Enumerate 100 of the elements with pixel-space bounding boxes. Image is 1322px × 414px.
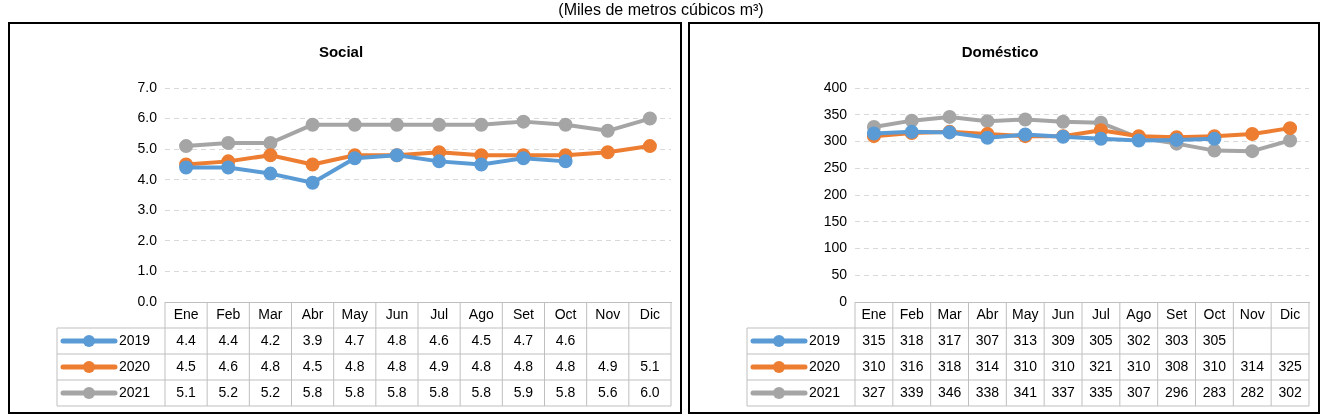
- data-label: 5.8: [429, 383, 450, 400]
- data-label: 5.6: [598, 383, 618, 400]
- data-label: 4.8: [471, 357, 492, 374]
- x-tick-label: May: [1012, 306, 1039, 323]
- x-tick-label: Jul: [430, 306, 449, 323]
- data-label: 318: [937, 357, 962, 374]
- data-label: 5.2: [260, 383, 281, 400]
- text: (Miles de metros cúbicos m³): [557, 0, 765, 20]
- chart-title: Social: [318, 43, 364, 61]
- data-label: 5.2: [218, 383, 239, 400]
- y-tick-label: 0: [839, 292, 848, 309]
- data-label: 4.4: [176, 331, 197, 348]
- data-label: 314: [975, 357, 1000, 374]
- x-tick-label: Dic: [639, 306, 661, 323]
- data-label: 282: [1240, 383, 1265, 400]
- x-tick-label: Ago: [468, 306, 494, 323]
- data-label: 5.8: [387, 383, 407, 400]
- data-label: 305: [1089, 331, 1113, 348]
- data-label: 309: [1051, 331, 1075, 348]
- data-label: 4.8: [345, 357, 365, 374]
- x-tick-label: Oct: [554, 306, 577, 323]
- legend-label: 2019: [119, 331, 151, 348]
- data-label: 337: [1051, 383, 1075, 400]
- x-tick-label: Feb: [899, 306, 925, 323]
- data-label: 321: [1089, 357, 1113, 374]
- data-label: 338: [975, 383, 1000, 400]
- x-tick-label: Set: [1166, 306, 1188, 323]
- y-tick-label: 1.0: [137, 262, 158, 279]
- data-label: 302: [1127, 331, 1151, 348]
- y-tick-label: 7.0: [137, 78, 158, 95]
- data-label: 305: [1202, 331, 1227, 348]
- data-label: 4.4: [218, 331, 239, 348]
- legend-label: 2019: [809, 331, 841, 348]
- data-label: 283: [1202, 383, 1227, 400]
- data-label: 310: [1127, 357, 1151, 374]
- data-label: 339: [900, 383, 924, 400]
- data-label: 4.5: [176, 357, 197, 374]
- data-label: 4.9: [598, 357, 618, 374]
- data-label: 5.8: [302, 383, 323, 400]
- data-label: 296: [1164, 383, 1189, 400]
- data-label: 4.8: [387, 331, 407, 348]
- data-label: 310: [1051, 357, 1075, 374]
- y-tick-label: 100: [823, 239, 848, 256]
- data-label: 317: [937, 331, 962, 348]
- data-label: 4.8: [513, 357, 534, 374]
- x-tick-label: Mar: [258, 306, 283, 323]
- data-label: 4.6: [555, 331, 576, 348]
- data-label: 308: [1164, 357, 1189, 374]
- y-tick-label: 6.0: [137, 109, 158, 126]
- y-tick-label: 50: [831, 266, 848, 283]
- x-tick-label: Jun: [385, 306, 409, 323]
- legend-label: 2020: [809, 357, 841, 374]
- x-tick-label: Abr: [976, 306, 999, 323]
- data-label: 4.8: [387, 357, 407, 374]
- data-label: 341: [1013, 383, 1038, 400]
- data-label: 5.8: [345, 383, 365, 400]
- data-label: 5.1: [640, 357, 660, 374]
- data-label: 4.7: [513, 331, 534, 348]
- data-label: 310: [1013, 357, 1038, 374]
- x-tick-label: Dic: [1279, 306, 1301, 323]
- data-label: 6.0: [640, 383, 660, 400]
- x-tick-label: Jul: [1091, 306, 1110, 323]
- y-tick-label: 5.0: [137, 140, 158, 156]
- data-label: 5.9: [513, 383, 534, 400]
- x-tick-label: May: [341, 306, 368, 323]
- data-label: 4.9: [429, 357, 450, 374]
- data-label: 4.6: [218, 357, 239, 374]
- data-label: 5.1: [176, 383, 197, 400]
- legend-label: 2021: [119, 383, 151, 400]
- x-tick-label: Nov: [1239, 306, 1265, 323]
- data-label: 4.5: [302, 357, 323, 374]
- data-label: 310: [1202, 357, 1227, 374]
- y-tick-label: 0.0: [137, 292, 158, 309]
- data-label: 325: [1278, 357, 1302, 374]
- legend-label: 2021: [809, 383, 841, 400]
- x-tick-label: Ene: [861, 306, 887, 323]
- data-label: 5.8: [471, 383, 492, 400]
- x-tick-label: Ago: [1126, 306, 1152, 323]
- x-tick-label: Feb: [216, 306, 241, 323]
- data-label: 302: [1278, 383, 1302, 400]
- data-label: 327: [862, 383, 886, 400]
- y-tick-label: 400: [823, 78, 848, 95]
- y-tick-label: 250: [823, 159, 848, 176]
- data-label: 4.2: [260, 331, 281, 348]
- data-label: 310: [862, 357, 886, 374]
- data-label: 315: [862, 331, 886, 348]
- data-label: 4.6: [429, 331, 450, 348]
- data-label: 346: [937, 383, 962, 400]
- data-label: 307: [975, 331, 1000, 348]
- y-tick-label: 2.0: [137, 231, 158, 248]
- data-label: 314: [1240, 357, 1265, 374]
- y-tick-label: 350: [823, 105, 848, 122]
- y-tick-label: 300: [823, 132, 848, 149]
- x-tick-label: Ene: [173, 306, 199, 323]
- data-label: 335: [1089, 383, 1113, 400]
- data-label: 313: [1013, 331, 1038, 348]
- y-tick-label: 150: [823, 212, 848, 229]
- x-tick-label: Nov: [595, 306, 621, 323]
- chart-title: Doméstico: [961, 43, 1039, 61]
- legend-label: 2020: [119, 357, 151, 374]
